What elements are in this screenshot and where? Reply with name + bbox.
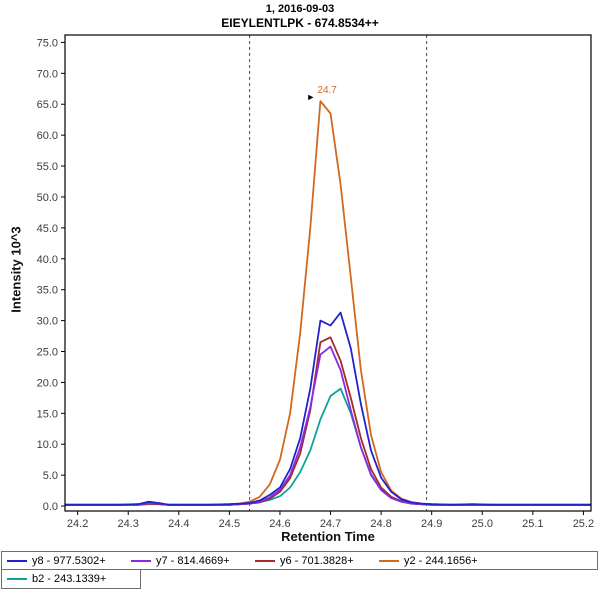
x-tick-label: 24.9 [421,518,442,530]
y-tick-label: 30.0 [37,316,58,328]
legend-item-b2: b2 - 243.1339+ [2,573,126,585]
y-tick-label: 65.0 [37,99,58,111]
y-tick-label: 15.0 [37,408,58,420]
legend-row-2: b2 - 243.1339+ [1,570,141,589]
x-tick-label: 24.8 [370,518,391,530]
x-tick-label: 25.0 [472,518,493,530]
replicate-title: 1, 2016-09-03 [265,3,335,15]
legend-item-y2: y2 - 244.1656+ [374,555,498,567]
x-tick-label: 24.5 [219,518,240,530]
y-tick-label: 75.0 [37,37,58,49]
plot-area [65,35,591,511]
legend-label-y6: y6 - 701.3828+ [280,554,354,567]
y-tick-label: 50.0 [37,192,58,204]
y-tick-label: 5.0 [43,470,58,482]
legend-label-y8: y8 - 977.5302+ [32,554,106,567]
x-axis-title: Retention Time [281,529,375,544]
y-axis-title: Intensity 10^3 [8,226,24,313]
legend-item-y6: y6 - 701.3828+ [250,555,374,567]
plot-border [64,34,592,512]
x-tick-label: 25.1 [522,518,543,530]
peak-arrow-icon: ► [306,92,315,102]
legend-label-y2: y2 - 244.1656+ [404,554,478,567]
y-tick-label: 55.0 [37,161,58,173]
legend-swatch-y2 [379,559,399,562]
y-tick-label: 40.0 [37,254,58,266]
x-tick-label: 24.3 [118,518,139,530]
chromatogram-plot[interactable]: 0.0 5.0 10.0 15.0 20.0 25.0 30.0 35.0 40.0 45.0 50… [0,0,600,548]
y-tick-label: 70.0 [37,68,58,80]
legend-item-y8: y8 - 977.5302+ [2,555,126,567]
legend-swatch-y7 [131,559,151,562]
legend-label-b2: b2 - 243.1339+ [32,573,107,585]
y-tick-label: 20.0 [37,377,58,389]
legend-swatch-y6 [255,559,275,562]
x-tick-label: 24.6 [269,518,290,530]
peptide-title: EIEYLENTLPK - 674.8534++ [221,16,379,30]
x-tick-label: 24.4 [168,518,189,530]
legend-row-1: y8 - 977.5302+ y7 - 814.4669+ y6 - 701.3… [1,551,598,570]
x-tick-label: 24.2 [67,518,88,530]
y-tick-label: 0.0 [43,501,58,513]
peak-rt-annotation: 24.7 [317,85,337,96]
legend-item-y7: y7 - 814.4669+ [126,555,250,567]
legend: y8 - 977.5302+ y7 - 814.4669+ y6 - 701.3… [1,551,598,589]
x-tick-label: 24.7 [320,518,341,530]
legend-label-y7: y7 - 814.4669+ [156,554,230,567]
y-tick-label: 25.0 [37,347,58,359]
chart-header: 1, 2016-09-03 EIEYLENTLPK - 674.8534++ [0,3,600,30]
y-tick-label: 45.0 [37,223,58,235]
y-tick-label: 35.0 [37,285,58,297]
trace-y8 [65,311,591,506]
x-tick-label: 25.2 [573,518,594,530]
legend-swatch-b2 [7,578,27,580]
legend-swatch-y8 [7,559,27,562]
y-tick-label: 10.0 [37,439,58,451]
y-tick-label: 60.0 [37,130,58,142]
